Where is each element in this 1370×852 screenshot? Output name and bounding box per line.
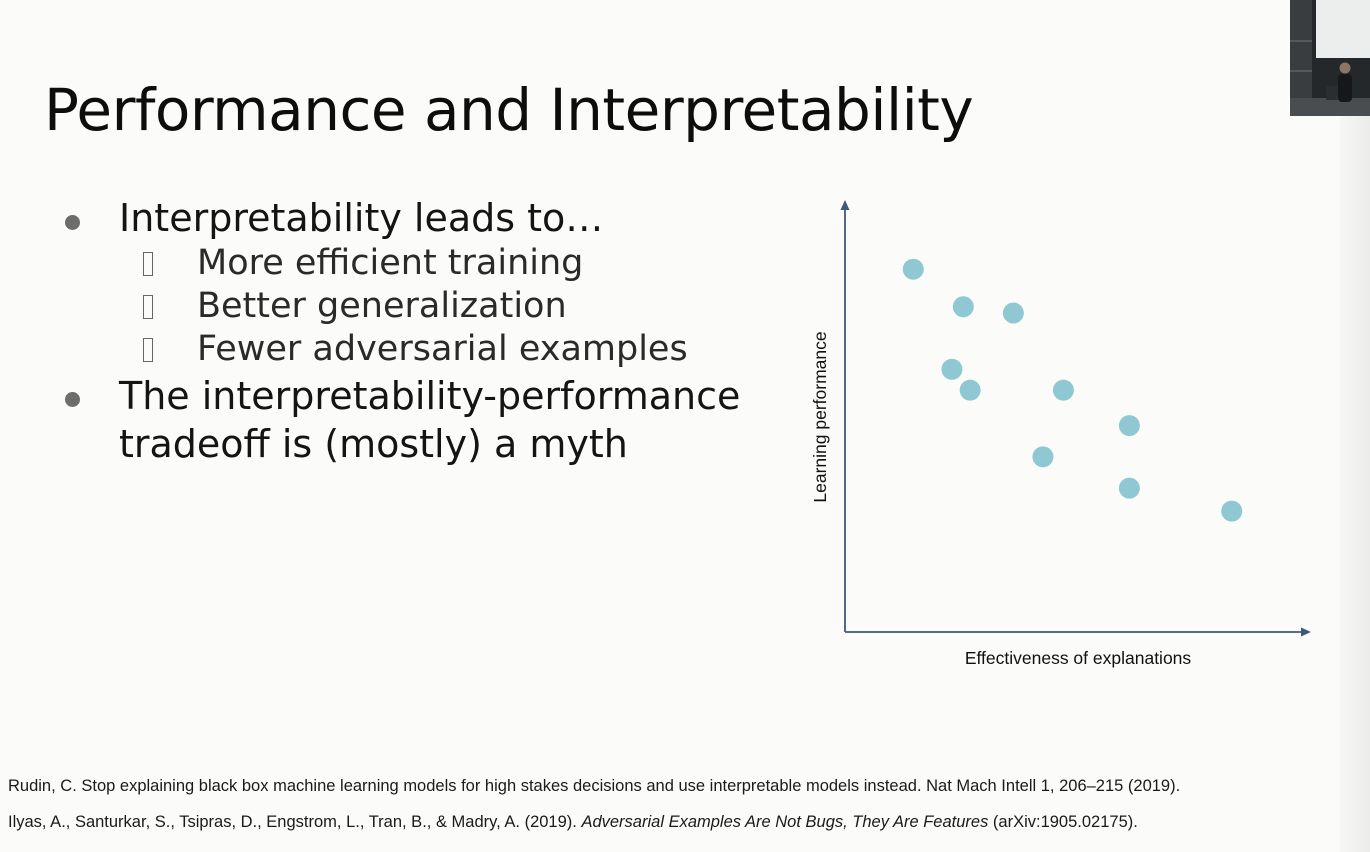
bullet-tradeoff-line2: tradeoff is (mostly) a myth — [119, 422, 628, 466]
sub-bullet-box-icon — [143, 252, 153, 276]
scatter-point-4 — [941, 358, 963, 380]
bullet-tradeoff-line1: The interpretability-performance — [119, 374, 741, 418]
reference-ilyas-title: Adversarial Examples Are Not Bugs, They … — [581, 813, 989, 831]
sub-bullet-box-icon — [143, 295, 153, 319]
reference-ilyas: Ilyas, A., Santurkar, S., Tsipras, D., E… — [8, 813, 1138, 832]
bullet-dot-icon — [65, 215, 80, 230]
scatter-point-5 — [959, 379, 981, 401]
reference-ilyas-authors: Ilyas, A., Santurkar, S., Tsipras, D., E… — [8, 813, 582, 831]
data-points — [902, 258, 1243, 522]
scatter-point-10 — [1221, 500, 1243, 522]
chart-axes — [840, 200, 1311, 637]
sub-bullet-efficient-training: More efficient training — [197, 243, 584, 283]
slide-edge-strip — [1340, 0, 1370, 852]
sub-bullet-generalization: Better generalization — [197, 286, 567, 326]
scatter-point-2 — [952, 296, 974, 318]
reference-rudin: Rudin, C. Stop explaining black box mach… — [8, 777, 1181, 795]
x-axis-arrow-icon — [1301, 627, 1311, 637]
bullet-interpretability-leads: Interpretability leads to… — [119, 196, 604, 240]
webcam-presenter-image — [1290, 0, 1370, 116]
reference-ilyas-tail: (arXiv:1905.02175). — [988, 813, 1138, 831]
bullet-dot-icon — [65, 392, 80, 407]
scatter-point-6 — [1052, 379, 1074, 401]
scatter-point-8 — [1032, 446, 1054, 468]
y-axis-arrow-icon — [840, 200, 850, 210]
y-axis-label: Learning performance — [810, 331, 830, 502]
scatter-point-1 — [902, 258, 924, 280]
slide-title: Performance and Interpretability — [44, 76, 974, 144]
scatter-chart: Effectiveness of explanations Learning p… — [810, 200, 1311, 668]
scatter-point-7 — [1118, 415, 1140, 437]
scatter-point-3 — [1002, 302, 1024, 324]
scatter-point-9 — [1118, 477, 1140, 499]
sub-bullet-adversarial: Fewer adversarial examples — [197, 329, 688, 369]
x-axis-label: Effectiveness of explanations — [965, 648, 1192, 668]
webcam-overlay — [1290, 0, 1370, 116]
sub-bullet-box-icon — [143, 338, 153, 362]
